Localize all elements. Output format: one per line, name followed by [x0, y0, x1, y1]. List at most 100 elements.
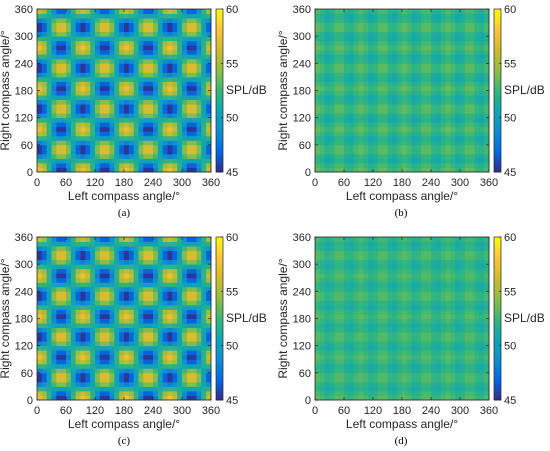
panel-c-cell	[206, 345, 212, 351]
panel-d-cell	[363, 341, 369, 347]
panel-c-cell	[51, 327, 57, 333]
panel-a-colorbar-segment	[216, 90, 223, 94]
panel-b-cell	[464, 95, 471, 101]
panel-a-cell	[186, 36, 193, 42]
panel-b-cell	[329, 9, 335, 14]
panel-b-cell	[387, 117, 393, 123]
panel-b-cell	[416, 85, 422, 91]
panel-a-cell	[191, 131, 197, 137]
panel-a-cell	[41, 76, 48, 82]
panel-a-cell	[128, 122, 135, 128]
panel-d-cell	[363, 363, 369, 369]
panel-a-cell	[138, 81, 144, 87]
panel-a-cell	[133, 58, 139, 64]
panel-a-cell	[182, 140, 188, 146]
panel-b-cell	[426, 140, 432, 146]
panel-b-cell	[397, 13, 403, 19]
panel-b-cell	[348, 18, 355, 24]
panel-a-cell	[143, 108, 149, 114]
panel-d-cell	[411, 368, 417, 374]
panel-a-cell	[99, 67, 106, 73]
panel-c-cell	[138, 295, 144, 301]
panel-a-cell	[104, 167, 110, 173]
panel-a-cell	[61, 85, 67, 91]
panel-b-colorbar-segment	[494, 136, 501, 140]
panel-c-cell	[109, 282, 115, 288]
panel-a-cell	[128, 18, 135, 24]
panel-c-cell	[61, 390, 67, 396]
panel-d-cell	[329, 318, 335, 324]
panel-d-cell	[344, 363, 350, 369]
panel-c-cell	[182, 259, 188, 265]
panel-c-cell	[138, 300, 144, 306]
panel-b-cell	[382, 99, 388, 105]
panel-b-cell	[377, 18, 384, 24]
panel-b-cell	[348, 63, 355, 69]
panel-d-cell	[363, 323, 369, 329]
panel-a-cell	[46, 90, 52, 96]
panel-b-cell	[479, 36, 485, 42]
panel-c-cell	[177, 345, 183, 351]
panel-a-cell	[37, 13, 43, 19]
panel-c-cell	[143, 304, 149, 310]
panel-a-cell	[133, 72, 139, 78]
panel-a-cell	[191, 122, 197, 128]
panel-b-cell	[426, 90, 432, 96]
panel-a-cell	[85, 135, 91, 141]
panel-b-cell	[440, 54, 446, 60]
panel-a-cell	[186, 27, 193, 33]
panel-a-cell	[104, 9, 110, 14]
panel-a-cell	[167, 9, 173, 14]
panel-c-cell	[119, 250, 125, 256]
panel-a-cell	[172, 67, 178, 73]
panel-b-cell	[464, 72, 471, 78]
panel-b-cell	[450, 81, 456, 87]
panel-c-cell	[201, 286, 207, 292]
panel-a-cell	[128, 13, 135, 19]
panel-c-cell	[162, 241, 168, 247]
panel-c-cell	[186, 304, 193, 310]
panel-b-cell	[373, 144, 379, 150]
panel-a-cell	[70, 49, 77, 55]
panel-c-xtick-label: 240	[144, 405, 162, 417]
panel-b-cell	[411, 76, 417, 82]
panel-c-cell	[143, 372, 149, 378]
panel-d-cell	[406, 323, 413, 329]
panel-b-cell	[363, 18, 369, 24]
panel-c-cell	[148, 241, 154, 247]
panel-b-cell	[406, 108, 413, 114]
panel-a-cell	[90, 40, 96, 46]
panel-d-cell	[348, 341, 355, 347]
panel-a-cell	[182, 113, 188, 119]
panel-c-cell	[143, 250, 149, 256]
panel-d-cell	[334, 282, 340, 288]
panel-b-cell	[411, 126, 417, 132]
panel-b-cell	[460, 131, 466, 137]
panel-c-cell	[182, 354, 188, 360]
panel-d-cell	[319, 336, 326, 342]
panel-c-cell	[182, 241, 188, 247]
panel-d-cell	[358, 250, 364, 256]
panel-c-cell	[37, 363, 43, 369]
panel-b-cell	[402, 67, 408, 73]
panel-d-cell	[368, 282, 374, 288]
panel-b-colorbar-tick-label: 45	[504, 167, 516, 179]
panel-b-cell	[464, 162, 471, 168]
panel-c-cell	[41, 255, 48, 261]
panel-d-cell	[368, 377, 374, 383]
panel-c-cell	[177, 246, 183, 252]
panel-d-cell	[324, 377, 330, 383]
panel-a-ylabel: Right compass angle/°	[0, 30, 12, 150]
panel-a-cell	[196, 95, 202, 101]
panel-b-cell	[464, 85, 471, 91]
panel-b-cell	[479, 162, 485, 168]
panel-c-cell	[85, 363, 91, 369]
panel-a-cell	[104, 158, 110, 164]
panel-a-colorbar-tick-label: 60	[226, 4, 238, 16]
panel-c-cell	[133, 372, 139, 378]
panel-b-cell	[474, 54, 480, 60]
panel-d-cell	[324, 250, 330, 256]
panel-c-cell	[182, 390, 188, 396]
panel-d-cell	[411, 259, 417, 265]
panel-a-cell	[75, 113, 81, 119]
